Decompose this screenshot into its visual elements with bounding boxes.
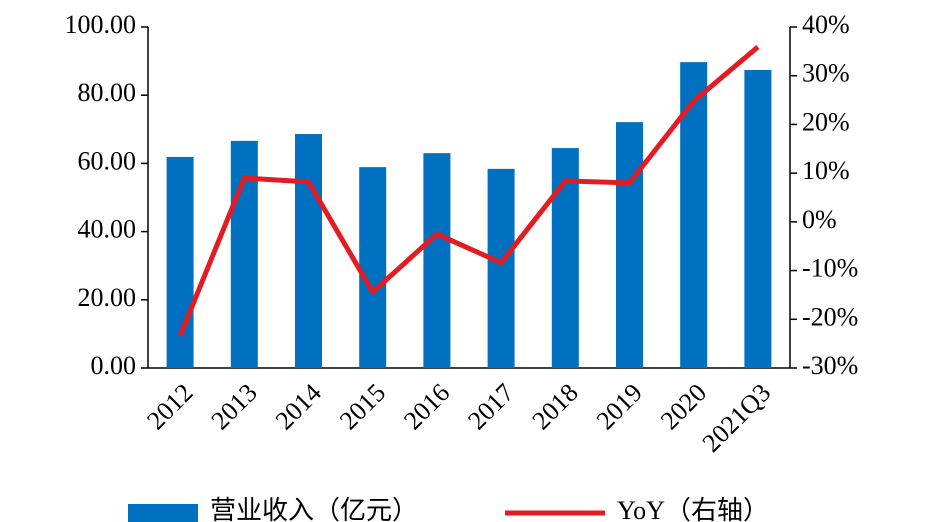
y2-tick-label: 40% — [802, 10, 850, 39]
y2-tick-label: -10% — [802, 254, 858, 283]
legend-swatch — [128, 504, 198, 522]
y2-tick-label: 0% — [802, 205, 837, 234]
y-tick-label: 20.00 — [78, 283, 137, 312]
y2-tick-label: -20% — [802, 302, 858, 331]
bar — [166, 156, 194, 368]
y-tick-label: 80.00 — [78, 78, 137, 107]
bar — [680, 62, 708, 369]
bar — [359, 167, 387, 368]
legend-label: YoY（右轴） — [617, 496, 769, 522]
x-tick-label: 2015 — [334, 378, 391, 435]
bar — [230, 140, 258, 368]
y-tick-label: 100.00 — [65, 10, 137, 39]
x-tick-label: 2013 — [205, 378, 262, 435]
line — [177, 45, 760, 337]
x-tick-label: 2016 — [398, 378, 455, 435]
legend-label: 营业收入（亿元） — [210, 496, 418, 522]
y2-tick-label: 30% — [802, 59, 850, 88]
x-tick-label: 2012 — [141, 378, 198, 435]
bar — [744, 69, 772, 368]
y-tick-label: 40.00 — [78, 215, 137, 244]
bar — [616, 122, 643, 368]
bar — [487, 168, 515, 368]
x-tick-label: 2017 — [462, 378, 519, 435]
y2-tick-label: -30% — [802, 351, 858, 380]
y2-tick-label: 20% — [802, 107, 850, 136]
bar — [423, 153, 451, 368]
x-tick-label: 2018 — [526, 378, 583, 435]
y2-tick-label: 10% — [802, 156, 850, 185]
y-tick-label: 0.00 — [91, 351, 137, 380]
y-tick-label: 60.00 — [78, 146, 137, 175]
bar — [295, 134, 322, 368]
x-tick-label: 2014 — [270, 378, 327, 435]
x-tick-label: 2021Q3 — [697, 378, 777, 458]
x-tick-label: 2019 — [591, 378, 648, 435]
x-tick-label: 2020 — [655, 378, 712, 435]
